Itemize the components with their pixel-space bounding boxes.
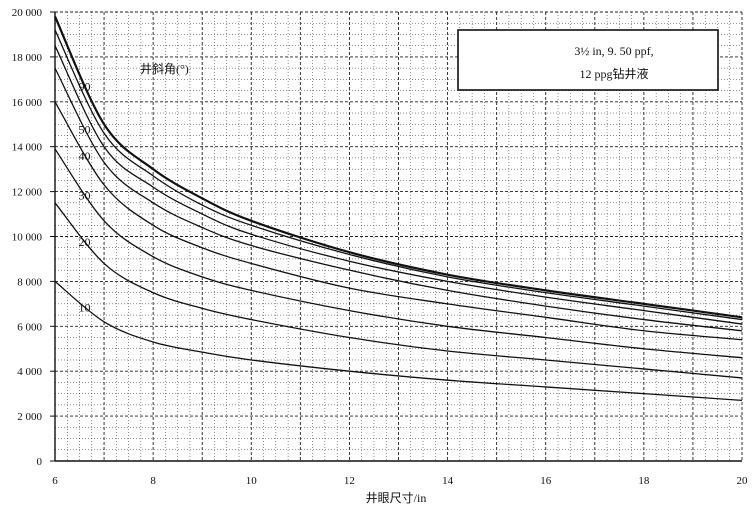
x-tick-label: 16 xyxy=(540,475,552,487)
y-tick-label: 0 xyxy=(37,456,43,468)
legend-box: 3½ in, 9. 50 ppf, 12 ppg钻井液 xyxy=(457,29,719,91)
curve-label-10: 10 xyxy=(78,301,90,315)
axes: 6 8 10 12 14 16 18 20 0 2 000 4 000 6 000 8 000 10 00… xyxy=(12,7,748,487)
series-line-unlabeled-6 xyxy=(54,29,743,321)
curve-label-50: 50 xyxy=(78,122,90,136)
x-tick-label: 10 xyxy=(246,475,258,487)
y-tick-label: 16 000 xyxy=(12,97,43,109)
series-line-10 xyxy=(54,280,743,402)
y-tick-label: 12 000 xyxy=(12,187,43,199)
series-line-unlabeled-5 xyxy=(54,45,743,325)
x-tick-label: 20 xyxy=(737,475,749,487)
y-tick-label: 6 000 xyxy=(17,321,42,333)
curve-label-90: 90 xyxy=(78,80,90,94)
curve-label-30: 30 xyxy=(78,189,90,203)
series-line-20 xyxy=(54,202,743,379)
y-tick-label: 4 000 xyxy=(17,366,42,378)
curve-labels: 10 20 30 40 50 90 xyxy=(78,80,90,315)
y-tick-label: 8 000 xyxy=(17,276,42,288)
series-line-40 xyxy=(54,101,743,341)
series-group xyxy=(53,16,743,402)
grid xyxy=(54,11,743,462)
legend-line-1: 3½ in, 9. 50 ppf, xyxy=(574,44,653,58)
y-tick-label: 14 000 xyxy=(12,142,43,154)
curve-label-20: 20 xyxy=(78,235,90,249)
y-tick-label: 18 000 xyxy=(12,52,43,64)
y-tick-label: 2 000 xyxy=(17,411,42,423)
y-tick-label: 10 000 xyxy=(12,232,43,244)
annotation-title: 井斜角(°) xyxy=(140,62,189,76)
x-tick-label: 8 xyxy=(150,475,156,487)
series-line-90 xyxy=(53,16,743,319)
curve-label-40: 40 xyxy=(78,149,90,163)
x-axis-label: 井眼尺寸/in xyxy=(366,491,427,505)
x-tick-label: 18 xyxy=(638,475,650,487)
x-tick-label: 6 xyxy=(52,475,58,487)
series-line-30 xyxy=(54,148,743,359)
legend-line-2: 12 ppg钻井液 xyxy=(579,66,648,81)
x-tick-label: 12 xyxy=(344,475,355,487)
y-tick-label: 20 000 xyxy=(12,7,43,19)
x-tick-label: 14 xyxy=(442,475,454,487)
series-line-50 xyxy=(54,67,743,332)
